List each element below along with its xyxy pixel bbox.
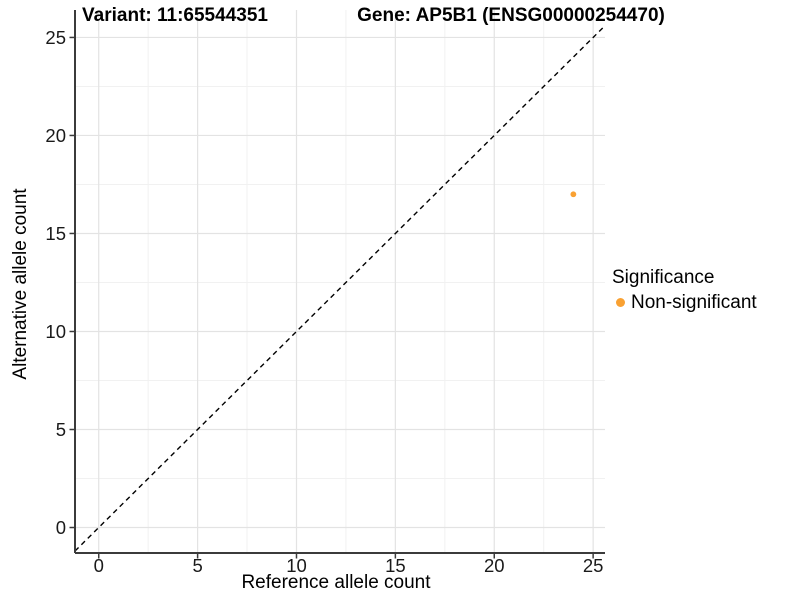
x-tick-label: 10 — [286, 555, 307, 576]
y-tick-label: 15 — [45, 223, 66, 244]
y-tick-label: 20 — [45, 125, 66, 146]
identity-line — [74, 25, 606, 552]
gene-title: Gene: AP5B1 (ENSG00000254470) — [357, 5, 665, 26]
y-tick-label: 0 — [56, 517, 66, 538]
legend-item-label: Non-significant — [631, 291, 757, 313]
data-point — [570, 191, 577, 198]
x-tick-label: 20 — [484, 555, 505, 576]
x-tick-label: 25 — [583, 555, 604, 576]
x-tick-label: 15 — [385, 555, 406, 576]
x-axis-label: Reference allele count — [241, 572, 431, 593]
variant-title: Variant: 11:65544351 — [82, 5, 268, 26]
legend-item-non-significant: Non-significant — [612, 292, 757, 314]
x-tick-label: 0 — [94, 555, 104, 576]
y-tick-label: 5 — [56, 419, 66, 440]
legend-title: Significance — [612, 267, 715, 288]
y-tick-label: 10 — [45, 321, 66, 342]
y-axis-label: Alternative allele count — [10, 188, 31, 380]
y-tick-label: 25 — [45, 27, 66, 48]
legend: Significance Non-significant — [612, 267, 757, 314]
x-tick-label: 5 — [192, 555, 202, 576]
legend-point-icon — [616, 298, 625, 308]
